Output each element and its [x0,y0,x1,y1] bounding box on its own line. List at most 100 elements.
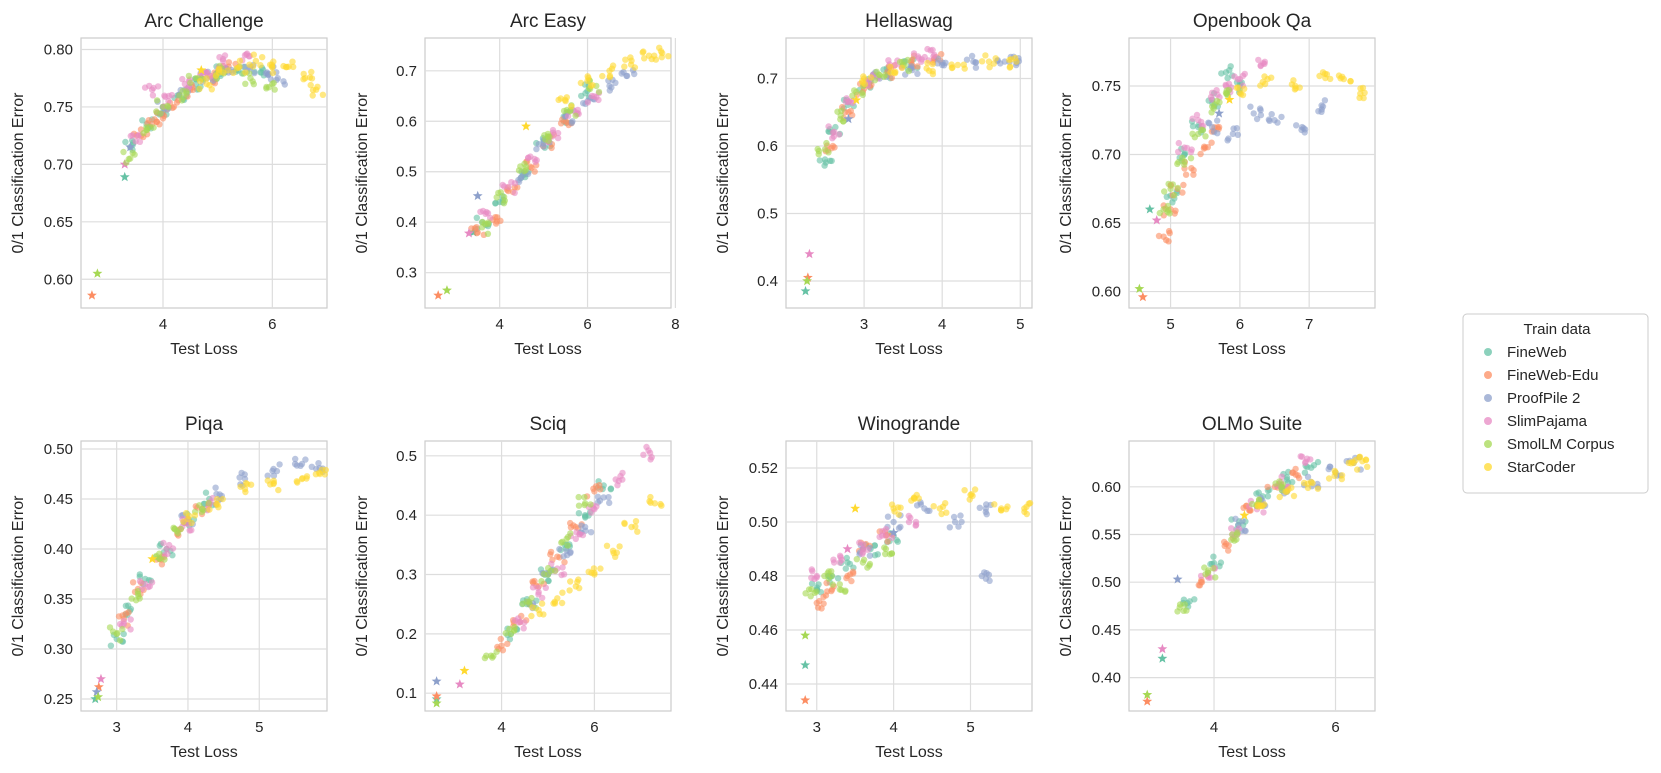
data-point [1180,181,1187,189]
star-marker [147,553,158,564]
data-point [1310,462,1318,469]
legend-item-slimpajama: SlimPajama [1484,413,1588,430]
data-point [606,72,614,80]
data-point [880,73,888,81]
data-point [169,552,176,559]
data-point [504,640,511,647]
star-marker [1239,510,1250,520]
data-point [1175,158,1182,166]
data-point [300,76,307,83]
y-axis-label: 0/1 Classification Error [354,92,371,254]
data-point [540,570,548,578]
legend-title: Train data [1524,321,1592,338]
data-point [887,63,894,70]
series-smollm-corpus [442,77,603,295]
data-point [567,519,574,527]
series-smollm-corpus [800,544,896,640]
data-point [585,568,592,575]
data-point [1314,485,1322,492]
data-point [621,519,628,527]
data-point [1292,465,1299,473]
data-point [1021,508,1028,515]
data-point [129,579,137,586]
star-marker [92,268,103,278]
data-point [1304,480,1312,487]
plot-area [424,37,672,309]
y-axis-label: 0/1 Classification Error [715,495,732,657]
x-tick-label: 6 [1331,719,1339,736]
data-point [575,502,583,509]
y-axis-label: 0/1 Classification Error [10,92,27,254]
data-point [1222,81,1229,89]
y-tick-label: 0.6 [757,138,778,155]
data-point [1239,91,1247,99]
y-tick-label: 0.40 [1092,670,1121,687]
data-point [950,513,958,521]
data-point [216,491,223,498]
star-marker [93,681,104,692]
y-tick-label: 0.70 [1092,146,1121,163]
data-point [1217,559,1225,566]
data-point [1292,471,1299,478]
data-point [815,581,822,588]
data-point [1191,596,1198,603]
data-point [972,59,979,66]
x-axis-label: Test Loss [875,341,943,358]
data-point [490,652,497,660]
data-point [1214,91,1221,98]
x-tick-label: 5 [1166,316,1174,333]
data-point [264,477,271,484]
data-point [918,58,925,65]
data-point [813,574,820,581]
subplot-winogrande: 3 4 5 0.44 0.46 0.48 0.50 0.52 Winogrande Test Lo… [715,414,1034,761]
x-tick-label: 4 [497,719,505,736]
data-point [525,154,532,161]
data-point [153,118,161,126]
star-marker [521,121,531,131]
data-point [575,493,582,501]
data-point [1223,87,1231,94]
data-point [860,541,867,548]
data-point [616,543,623,550]
data-point [242,69,249,76]
data-point [890,518,897,526]
data-point [874,551,881,558]
legend-label: FineWeb [1507,344,1567,361]
x-axis-label: Test Loss [1218,341,1286,358]
data-point [641,55,648,62]
data-point [242,80,249,88]
data-point [276,461,283,468]
data-point [249,78,256,85]
data-point [501,197,508,204]
data-point [1202,571,1209,578]
data-point [816,157,823,164]
data-point [859,78,866,85]
star-marker [196,64,207,75]
data-point [968,52,976,60]
star-marker [459,665,470,675]
plot-area [1128,440,1376,712]
data-point [904,56,911,64]
y-tick-label: 0.80 [44,41,73,58]
data-point [816,597,823,605]
data-point [1201,143,1208,150]
data-point [561,559,568,566]
star-marker [463,228,474,238]
data-point [308,463,315,470]
data-point [569,118,576,125]
data-point [293,462,301,469]
data-point [542,584,549,591]
data-point [497,217,504,224]
data-point [585,74,592,82]
data-point [1175,148,1182,155]
star-marker [888,527,899,538]
data-point [627,54,634,61]
series-slimpajama [808,512,920,583]
data-point [1224,74,1231,82]
data-point [615,477,622,485]
data-point [554,129,562,137]
series-starcoder [521,44,672,131]
data-point [966,496,973,503]
y-tick-label: 0.45 [1092,622,1121,639]
data-point [813,588,820,595]
